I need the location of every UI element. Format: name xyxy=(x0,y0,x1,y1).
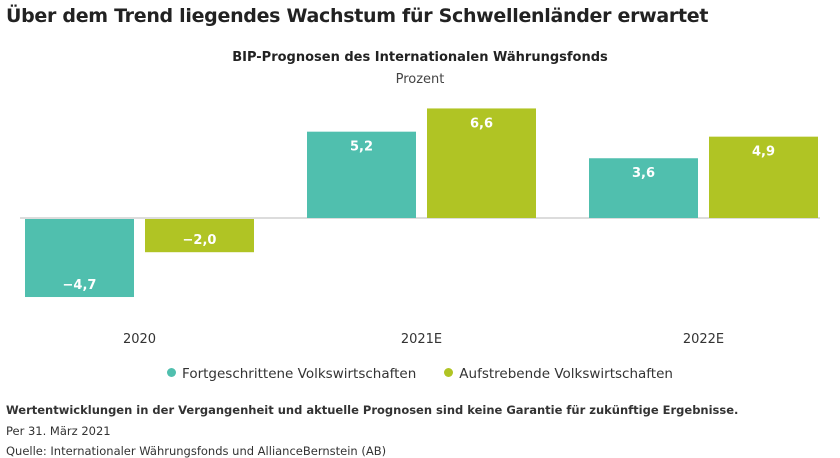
category-label: 2022E xyxy=(683,332,724,347)
legend-label: Fortgeschrittene Volkswirtschaften xyxy=(182,366,417,382)
chart-unit: Prozent xyxy=(395,72,445,87)
legend-item-advanced: Fortgeschrittene Volkswirtschaften xyxy=(167,366,416,382)
legend: Fortgeschrittene Volkswirtschaften Aufst… xyxy=(0,366,840,382)
legend-swatch xyxy=(167,368,177,377)
data-label: −4,7 xyxy=(63,278,97,293)
bar xyxy=(427,108,536,218)
disclaimer: Wertentwicklungen in der Vergangenheit u… xyxy=(6,403,739,417)
category-label: 2020 xyxy=(123,332,156,347)
legend-label: Aufstrebende Volkswirtschaften xyxy=(459,366,673,382)
bar-chart: −4,7 −2,0 2020 5,2 6,6 2021E 3,6 4,9 2022E xyxy=(20,108,820,347)
category-label: 2021E xyxy=(401,332,442,347)
legend-swatch xyxy=(444,368,454,377)
data-label: −2,0 xyxy=(183,233,217,248)
bar xyxy=(709,136,818,218)
data-label: 4,9 xyxy=(752,145,775,160)
data-label: 6,6 xyxy=(470,116,493,131)
bar xyxy=(145,219,254,253)
data-label: 3,6 xyxy=(632,166,655,181)
bar xyxy=(589,158,698,218)
bar xyxy=(25,219,134,298)
bar xyxy=(307,131,416,218)
legend-item-emerging: Aufstrebende Volkswirtschaften xyxy=(444,366,673,382)
chart-title: BIP-Prognosen des Internationalen Währun… xyxy=(232,50,608,65)
data-label: 5,2 xyxy=(350,140,373,155)
source: Quelle: Internationaler Währungsfonds un… xyxy=(6,444,387,458)
as-of-date: Per 31. März 2021 xyxy=(6,424,111,438)
page-title: Über dem Trend liegendes Wachstum für Sc… xyxy=(6,5,709,27)
